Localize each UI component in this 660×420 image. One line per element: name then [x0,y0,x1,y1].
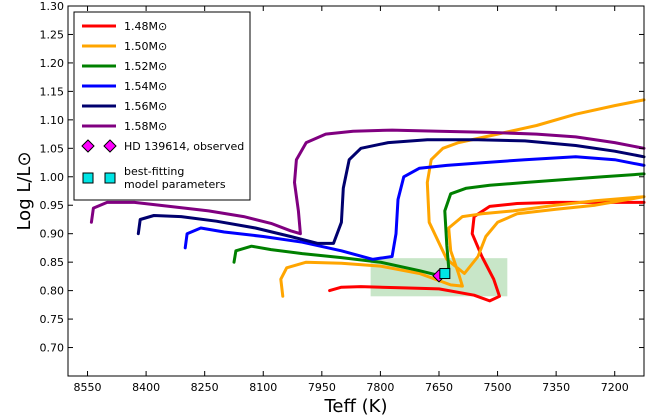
y-tick-label: 1.25 [40,28,65,41]
x-tick-label: 8250 [191,381,219,394]
y-tick-label: 1.15 [40,85,65,98]
legend-best-fit-marker [82,172,94,184]
track-line-5 [89,128,646,236]
y-tick-label: 1.10 [40,114,65,127]
best-fit-marker [439,268,451,280]
legend-label-1: 1.50M⊙ [124,40,167,53]
x-tick-label: 8400 [132,381,160,394]
legend-observed-marker [81,139,95,153]
x-tick-label: 8550 [74,381,102,394]
track-line-0 [328,200,646,303]
x-tick-label: 7200 [601,381,629,394]
y-tick-label: 1.00 [40,171,65,184]
plot-frame [67,5,645,377]
legend-label-5: 1.58M⊙ [124,120,167,133]
legend-label-2: 1.52M⊙ [124,60,167,73]
y-tick-label: 0.70 [40,342,65,355]
y-tick-label: 1.05 [40,142,65,155]
x-tick-label: 7650 [425,381,453,394]
track-line-1 [279,98,646,298]
track-line-2 [232,172,646,278]
legend-observed-marker [103,139,117,153]
y-tick-label: 1.20 [40,57,65,70]
legend: 1.48M⊙ 1.50M⊙ 1.52M⊙ 1.54M⊙ 1.56M⊙ 1.58M⊙ HD 1… [73,11,251,201]
track-line-4 [136,138,646,245]
x-tick-label: 8100 [249,381,277,394]
y-tick-label: 0.95 [40,199,65,212]
legend-label-3: 1.54M⊙ [124,80,167,93]
legend-label-0: 1.48M⊙ [124,20,167,33]
x-tick-label: 7950 [308,381,336,394]
legend-best-fit-marker [104,172,116,184]
legend-label-observed: HD 139614, observed [124,140,244,153]
x-tick-label: 7800 [366,381,394,394]
x-tick-label: 7350 [542,381,570,394]
legend-label-best-fit: best-fitting model parameters [124,165,226,191]
track-line-3 [183,155,646,261]
x-tick-label: 7500 [484,381,512,394]
y-tick-label: 0.80 [40,285,65,298]
x-axis-label: Teff (K) [324,396,388,417]
legend-label-4: 1.56M⊙ [124,100,167,113]
y-tick-label: 0.75 [40,313,65,326]
y-axis-label: Log L/L⊙ [14,151,35,230]
y-tick-label: 1.30 [40,0,65,13]
y-tick-label: 0.85 [40,256,65,269]
y-tick-label: 0.90 [40,228,65,241]
